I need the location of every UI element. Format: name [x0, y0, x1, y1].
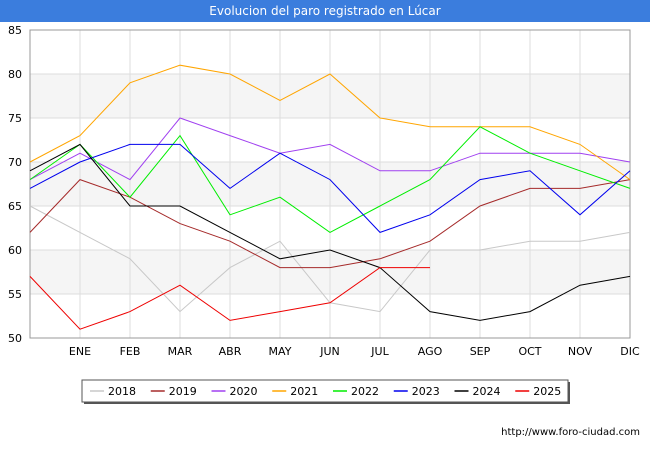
series-line-2021 [29, 64, 631, 181]
x-tick-label: MAR [168, 345, 193, 358]
legend-label-2018: 2018 [108, 385, 136, 398]
legend-label-2023: 2023 [412, 385, 440, 398]
y-tick-label: 70 [8, 156, 22, 169]
legend [81, 379, 569, 403]
legend-label-2025: 2025 [533, 385, 561, 398]
series-line-2024 [29, 143, 631, 321]
chart-title: Evolucion del paro registrado en Lúcar [0, 0, 650, 22]
y-tick-label: 50 [8, 332, 22, 345]
x-tick-label: JUL [370, 345, 389, 358]
series-line-2025 [29, 267, 430, 330]
x-tick-label: AGO [418, 345, 443, 358]
series-line-2023 [29, 143, 631, 233]
y-tick-label: 55 [8, 288, 22, 301]
y-tick-label: 60 [8, 244, 22, 257]
x-tick-label: DIC [620, 345, 640, 358]
legend-label-2024: 2024 [473, 385, 501, 398]
x-tick-label: SEP [470, 345, 491, 358]
x-tick-label: MAY [269, 345, 292, 358]
legend-label-2021: 2021 [290, 385, 318, 398]
y-tick-label: 65 [8, 200, 22, 213]
legend-label-2022: 2022 [351, 385, 379, 398]
x-tick-label: FEB [120, 345, 141, 358]
plot-border [29, 29, 631, 339]
y-tick-label: 80 [8, 68, 22, 81]
source-url[interactable]: http://www.foro-ciudad.com [501, 427, 640, 438]
x-tick-label: ABR [219, 345, 242, 358]
series-line-2022 [29, 126, 631, 233]
legend-label-2019: 2019 [169, 385, 197, 398]
y-tick-label: 85 [8, 24, 22, 37]
y-tick-label: 75 [8, 112, 22, 125]
x-tick-label: OCT [518, 345, 541, 358]
x-tick-label: ENE [69, 345, 91, 358]
x-tick-label: NOV [568, 345, 593, 358]
x-tick-label: JUN [319, 345, 340, 358]
legend-label-2020: 2020 [230, 385, 258, 398]
